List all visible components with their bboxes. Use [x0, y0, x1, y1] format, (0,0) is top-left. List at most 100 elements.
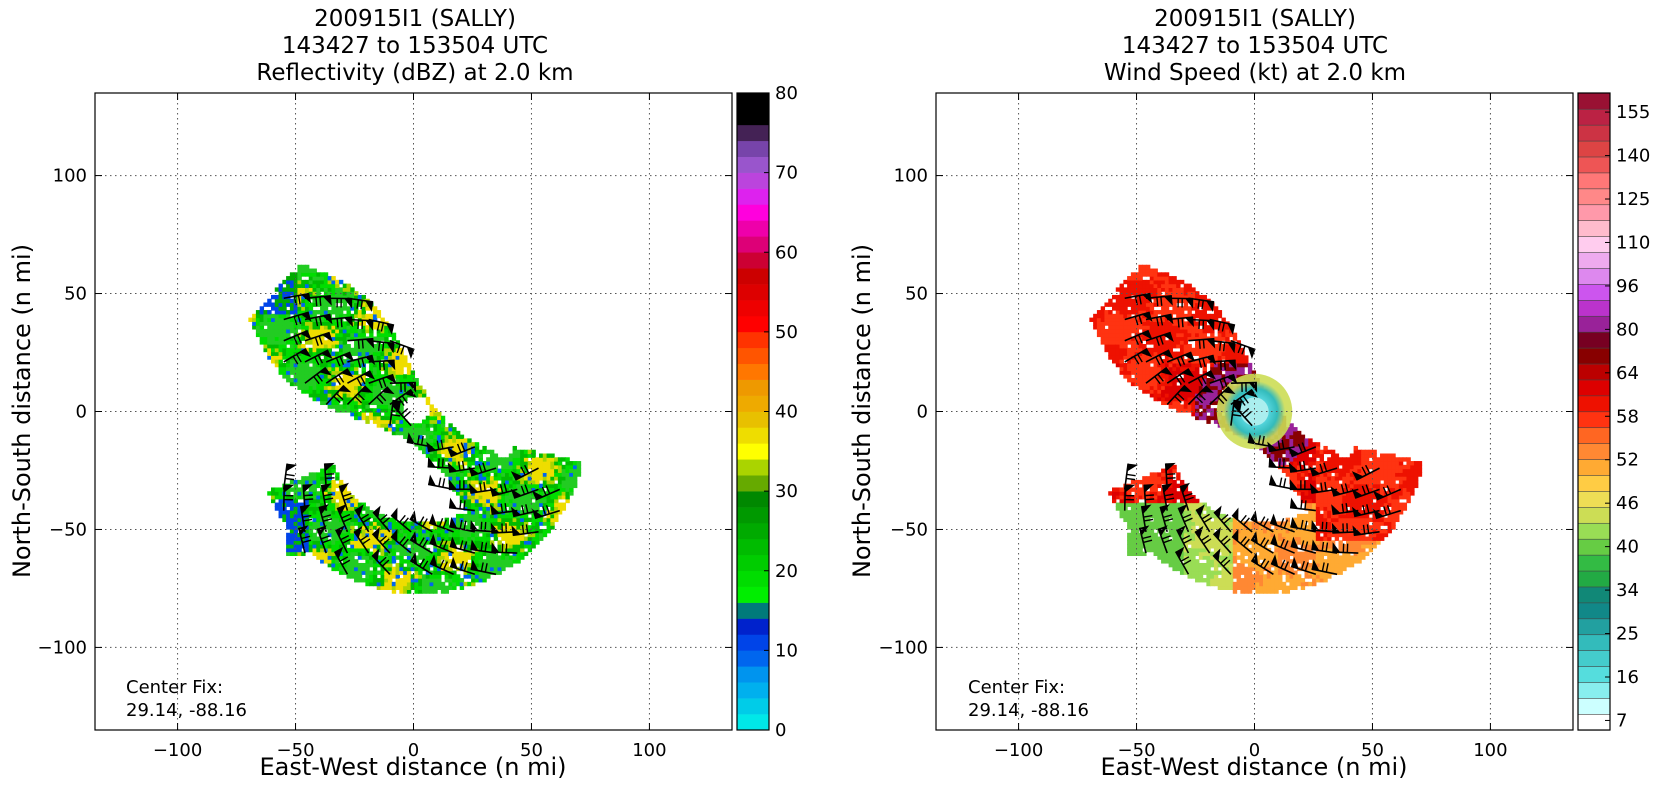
field-cell — [561, 495, 567, 500]
field-cell — [455, 574, 461, 579]
field-cell — [357, 298, 363, 304]
field-cell — [327, 562, 332, 568]
field-cell — [1202, 578, 1207, 583]
field-cell — [380, 408, 385, 413]
field-cell — [1232, 559, 1238, 564]
field-cell — [1225, 536, 1230, 541]
wind-barb-flag — [406, 432, 415, 444]
field-cell — [282, 332, 287, 338]
field-cell — [1195, 574, 1200, 579]
field-cell — [346, 502, 351, 507]
field-cell — [1225, 528, 1230, 534]
field-cell — [527, 487, 533, 492]
field-cell — [1130, 340, 1136, 345]
field-cell — [1229, 347, 1234, 353]
field-cell — [501, 468, 506, 473]
field-cell — [414, 536, 419, 541]
field-cell — [542, 506, 548, 511]
field-cell — [1119, 313, 1124, 319]
field-cell — [1195, 321, 1200, 326]
field-cell — [338, 540, 344, 545]
field-cell — [425, 438, 431, 443]
field-cell — [335, 400, 340, 406]
field-cell — [369, 544, 374, 549]
field-cell — [542, 464, 548, 470]
field-cell — [1119, 302, 1124, 307]
field-cell — [372, 562, 378, 568]
field-cell — [365, 340, 370, 345]
field-cell — [474, 513, 480, 519]
wind-barb-flag — [407, 382, 417, 393]
field-cell — [459, 525, 465, 530]
field-cell — [282, 302, 287, 307]
field-cell — [1138, 310, 1143, 315]
field-cell — [286, 328, 291, 334]
field-cell — [572, 476, 578, 481]
field-cell — [444, 532, 450, 538]
field-cell — [357, 340, 363, 345]
field-cell — [327, 396, 332, 402]
field-cell — [335, 559, 340, 564]
field-cell — [497, 502, 502, 507]
colorbar-tick-label: 20 — [775, 561, 798, 582]
field-cell — [1134, 513, 1140, 519]
field-cell — [497, 540, 502, 545]
field-cell — [1187, 294, 1192, 300]
field-cell — [1108, 355, 1113, 360]
field-cell — [486, 532, 491, 538]
field-cell — [433, 589, 438, 594]
field-cell — [312, 547, 317, 553]
field-cell — [1149, 377, 1155, 383]
field-cell — [316, 544, 321, 549]
field-cell — [384, 411, 389, 417]
field-cell — [474, 502, 480, 507]
field-cell — [342, 517, 348, 523]
field-cell — [274, 287, 280, 292]
field-cell — [406, 528, 412, 534]
field-cell — [350, 532, 355, 538]
field-cell — [304, 355, 310, 360]
field-cell — [301, 264, 306, 270]
field-cell — [1191, 325, 1196, 330]
field-cell — [357, 347, 363, 353]
field-cell — [312, 393, 317, 398]
field-cell — [354, 415, 359, 421]
field-cell — [425, 423, 431, 428]
wind-barb-flag — [298, 525, 309, 536]
field-cell — [489, 502, 495, 507]
field-cell — [1195, 351, 1200, 356]
field-cell — [1206, 396, 1211, 402]
field-cell — [350, 347, 355, 353]
field-cell — [421, 585, 427, 590]
field-cell — [1195, 306, 1200, 311]
field-cell — [403, 566, 408, 572]
left-title-line-2: 143427 to 153504 UTC — [281, 33, 549, 59]
field-cell — [1195, 578, 1200, 583]
field-cell — [1164, 362, 1170, 368]
field-cell — [467, 472, 472, 477]
field-cell — [301, 268, 306, 273]
field-cell — [380, 547, 385, 553]
field-cell — [357, 540, 363, 545]
field-cell — [304, 491, 310, 496]
field-cell — [444, 438, 450, 443]
field-cell — [1157, 393, 1162, 398]
field-cell — [452, 483, 457, 489]
field-cell — [335, 310, 340, 315]
field-cell — [478, 570, 483, 575]
field-cell — [1161, 400, 1166, 406]
field-cell — [569, 468, 574, 473]
field-cell — [365, 313, 370, 319]
field-cell — [388, 351, 393, 356]
wind-barb-feather — [285, 473, 295, 477]
field-cell — [384, 351, 389, 356]
field-cell — [433, 574, 438, 579]
field-cell — [342, 325, 348, 330]
wind-barb-feather — [302, 539, 312, 544]
field-cell — [440, 468, 446, 473]
field-cell — [376, 313, 382, 319]
field-cell — [1123, 298, 1128, 304]
field-cell — [286, 544, 291, 549]
field-cell — [323, 540, 329, 545]
field-cell — [361, 347, 366, 353]
